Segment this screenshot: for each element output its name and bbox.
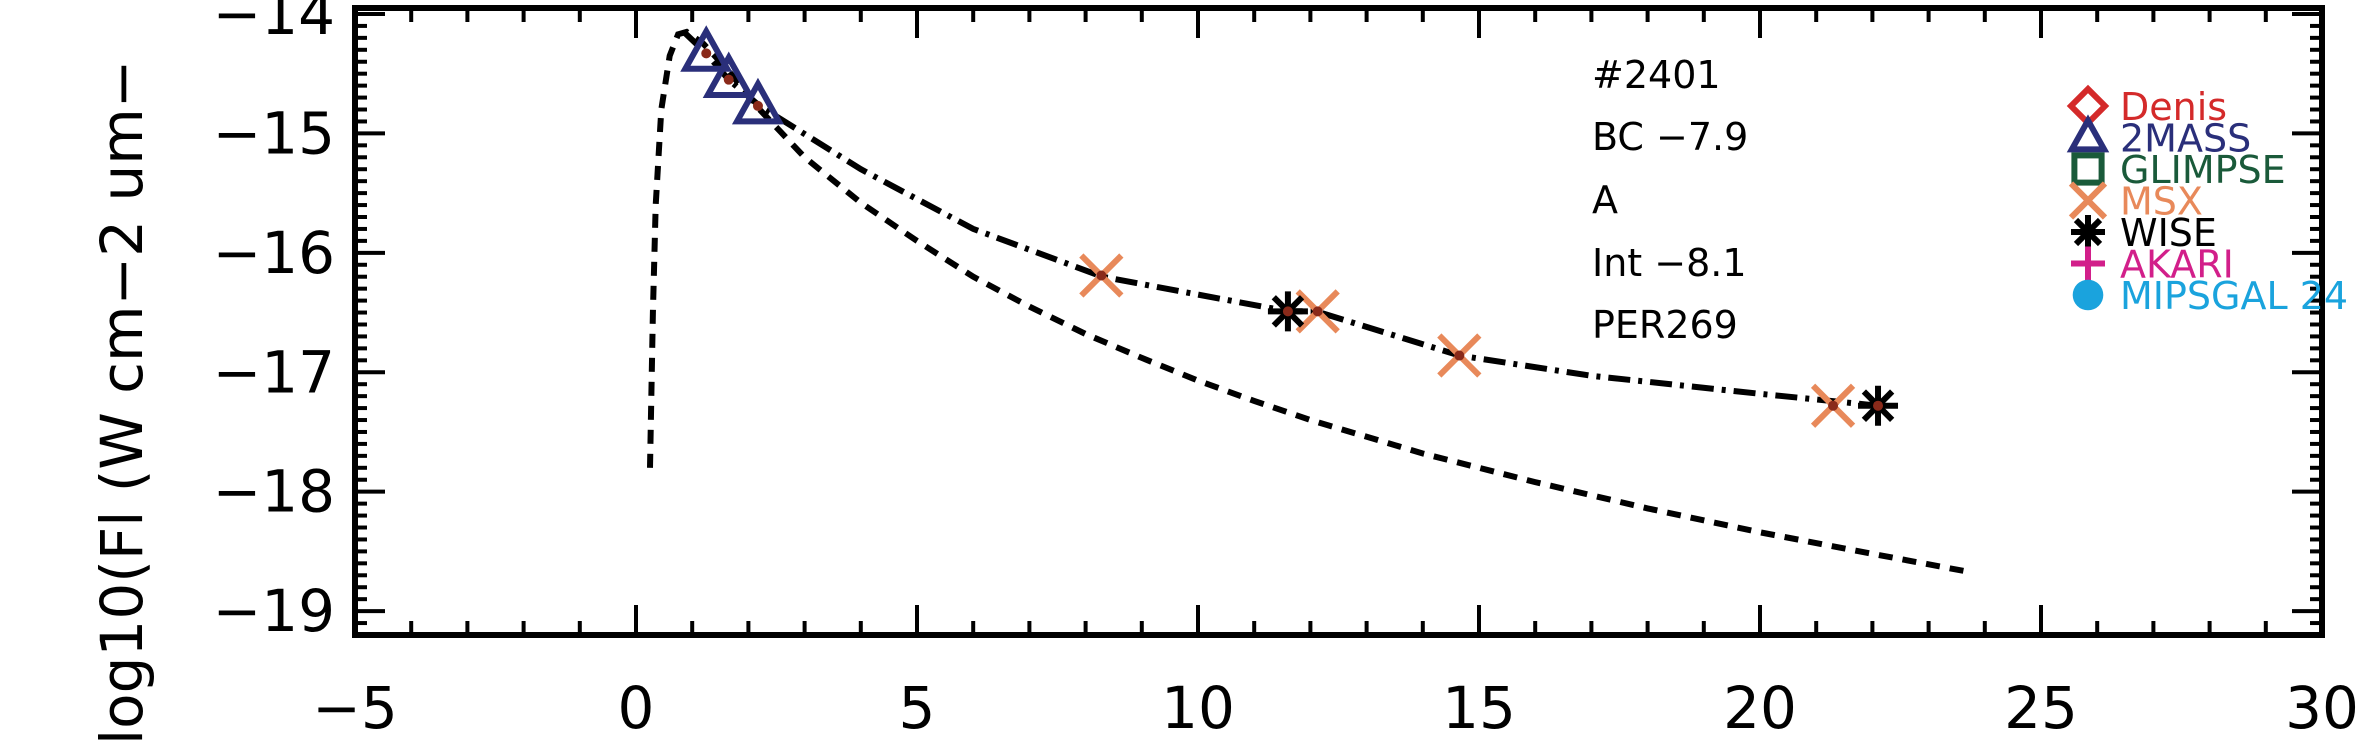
y-axis-label: log10(Fl (W cm−2 um− [88, 60, 156, 745]
annotation-per: PER269 [1592, 303, 1738, 347]
legend-marker-2mass [2066, 114, 2110, 153]
annotation-class: A [1592, 178, 1618, 222]
model-curves [647, 28, 1969, 575]
legend-marker-glimpse [2071, 152, 2105, 186]
plot-frame [352, 5, 2325, 638]
y-tick-label: −18 [213, 458, 335, 526]
y-tick-label: −14 [213, 0, 335, 48]
legend-label: GLIMPSE [2120, 148, 2286, 192]
y-tick-label: −17 [213, 338, 335, 406]
2mass-point [680, 25, 733, 72]
2mass-point [731, 77, 784, 125]
dashdot-model-curve [681, 29, 1879, 409]
annotation-int: Int −8.1 [1592, 241, 1747, 285]
2mass-point [702, 51, 755, 99]
x-tick-label: 10 [1161, 674, 1235, 742]
x-tick-label: 20 [1723, 674, 1797, 742]
legend-marker-wise [2071, 215, 2105, 249]
annotation-block: #2401 BC −7.9 A Int −8.1 PER269 [1592, 53, 1748, 347]
x-tick-label: 15 [1442, 674, 1516, 742]
legend-label: MSX [2120, 180, 2203, 224]
y-tick-label: −15 [213, 99, 335, 167]
point-center-dot [1096, 270, 1107, 281]
point-center-dot [1873, 400, 1884, 411]
legend-label: WISE [2120, 211, 2217, 255]
point-center-dot [1454, 350, 1465, 361]
legend-label: AKARI [2120, 243, 2234, 287]
legend-label: Denis [2120, 85, 2227, 129]
point-center-dot [1282, 306, 1293, 317]
annotation-id: #2401 [1592, 53, 1721, 97]
point-center-dot [752, 100, 763, 111]
point-center-dot [701, 48, 712, 59]
legend-label: MIPSGAL 24 [2120, 274, 2348, 318]
point-center-dot [1312, 306, 1323, 317]
point-center-dot [1828, 400, 1839, 411]
axis-tick-labels: −5 0 5 10 15 20 25 30 −14 −15 −16 −17 −18 −19 [213, 0, 2359, 742]
x-tick-label: 25 [2004, 674, 2078, 742]
legend-marker-mipsgal-24 [2072, 279, 2104, 311]
x-tick-label: 0 [618, 674, 655, 742]
point-center-dot [723, 74, 734, 85]
data-points [680, 25, 1899, 428]
y-tick-label: −19 [213, 577, 335, 645]
x-tick-label: 5 [899, 674, 936, 742]
dashed-model-curve [647, 28, 1969, 575]
legend-label: 2MASS [2120, 117, 2251, 161]
annotation-bc: BC −7.9 [1592, 115, 1748, 159]
legend-marker-akari [2071, 246, 2105, 281]
legend-marker-msx [2068, 181, 2108, 220]
x-tick-label: 30 [2285, 674, 2359, 742]
x-tick-label: −5 [312, 674, 398, 742]
y-tick-label: −16 [213, 219, 335, 287]
